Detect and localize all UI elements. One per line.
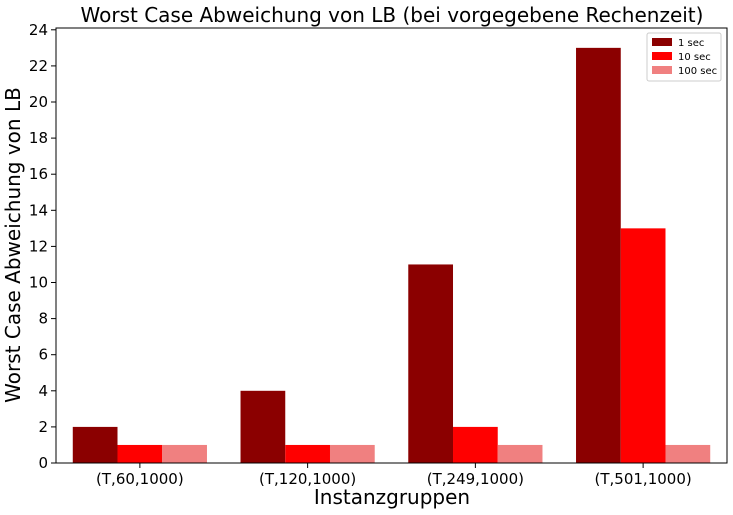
bar (240, 390, 286, 463)
y-tick-label: 6 (38, 346, 48, 364)
bar (72, 426, 118, 463)
bar (117, 444, 163, 463)
legend: 1 sec 10 sec 100 sec (646, 32, 722, 82)
y-axis-label: Worst Case Abweichung von LB (1, 87, 25, 403)
bar (576, 47, 621, 464)
legend-swatch (652, 38, 672, 46)
x-tick-label: (T,501,1000) (595, 470, 692, 488)
y-tick-label: 2 (38, 418, 48, 436)
bar (620, 228, 666, 463)
y-tick-label: 4 (38, 382, 48, 400)
y-tick-label: 0 (38, 454, 48, 472)
x-axis-label: Instanzgruppen (314, 485, 470, 509)
bar (408, 264, 454, 463)
bar (453, 426, 498, 463)
x-tick-label: (T,120,1000) (259, 470, 356, 488)
y-tick-label: 12 (29, 237, 48, 255)
bar (162, 444, 207, 463)
legend-label: 10 sec (678, 52, 711, 63)
y-tick-label: 16 (29, 165, 48, 183)
bar (285, 444, 330, 463)
bar (497, 444, 543, 463)
y-tick-label: 10 (29, 274, 48, 292)
x-tick-label: (T,60,1000) (96, 470, 184, 488)
bar (665, 444, 711, 463)
y-tick-label: 18 (29, 129, 48, 147)
y-tick-label: 8 (38, 310, 48, 328)
x-axis: (T,60,1000) (T,120,1000) (T,249,1000) (T,50… (96, 463, 692, 488)
chart-title: Worst Case Abweichung von LB (bei vorgeg… (81, 3, 704, 27)
x-tick-label: (T,249,1000) (427, 470, 524, 488)
y-tick-label: 22 (29, 57, 48, 75)
legend-label: 100 sec (678, 66, 717, 77)
plot-frame (55, 27, 728, 464)
y-tick-label: 14 (29, 201, 48, 219)
y-tick-label: 24 (29, 21, 48, 39)
bar (329, 444, 375, 463)
legend-label: 1 sec (678, 38, 704, 49)
legend-swatch (652, 52, 672, 60)
y-tick-label: 20 (29, 93, 48, 111)
legend-swatch (652, 66, 672, 74)
bars-group (72, 47, 711, 464)
